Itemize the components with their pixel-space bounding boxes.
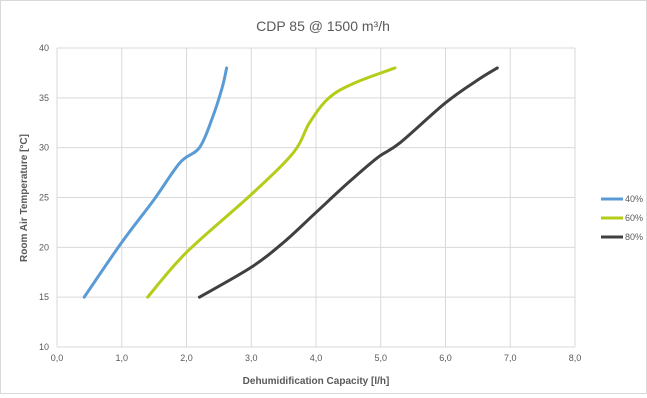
x-tick-label: 7,0 xyxy=(504,353,517,363)
legend: 40% 60% 80% xyxy=(601,194,643,242)
x-tick-label: 4,0 xyxy=(310,353,323,363)
y-tick-label: 20 xyxy=(39,242,49,252)
legend-label: 80% xyxy=(625,232,643,242)
series-line-80pct xyxy=(197,66,499,299)
x-tick-label: 6,0 xyxy=(439,353,452,363)
legend-label: 40% xyxy=(625,194,643,204)
y-axis-title: Room Air Temperature [°C] xyxy=(19,134,30,262)
y-tick-label: 25 xyxy=(39,193,49,203)
x-axis-title: Dehumidification Capacity [l/h] xyxy=(243,376,390,387)
y-tick-label: 35 xyxy=(39,93,49,103)
series-line-60pct xyxy=(146,66,397,299)
x-tick-label: 3,0 xyxy=(245,353,258,363)
y-tick-label: 15 xyxy=(39,292,49,302)
legend-label: 60% xyxy=(625,213,643,223)
y-tick-label: 10 xyxy=(39,342,49,352)
x-tick-label: 2,0 xyxy=(180,353,193,363)
x-tick-label: 5,0 xyxy=(374,353,387,363)
x-tick-label: 0,0 xyxy=(51,353,64,363)
series-line-40pct xyxy=(82,66,229,299)
grid xyxy=(56,47,576,348)
chart-title: CDP 85 @ 1500 m³/h xyxy=(256,18,390,34)
y-tick-label: 30 xyxy=(39,143,49,153)
x-tick-label: 1,0 xyxy=(115,353,128,363)
tick-labels: 0,0 1,0 2,0 3,0 4,0 5,0 6,0 7,0 8,0 10 15 20 25 30 35 4… xyxy=(39,43,581,363)
y-tick-label: 40 xyxy=(39,43,49,53)
series-lines xyxy=(82,66,499,299)
x-tick-label: 8,0 xyxy=(569,353,582,363)
